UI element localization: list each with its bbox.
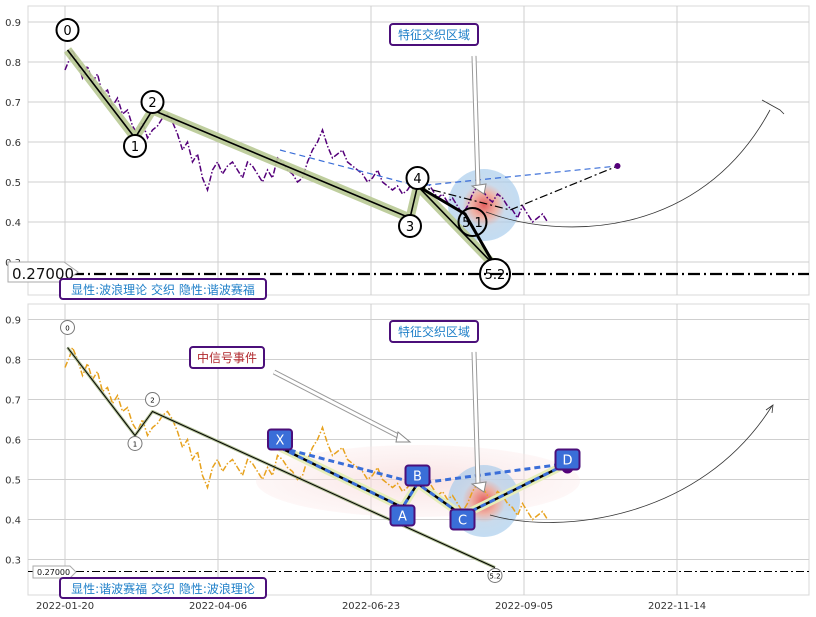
x-tick-labels: 2022-01-20 2022-04-06 2022-06-23 2022-09-05… [36,601,706,612]
bottom-caption-frame [59,577,267,599]
top-series-layer [63,47,621,270]
top-plot-frame [27,5,810,296]
bottom-caption-box: 显性:谐波赛福 交织 隐性:波浪理论 [59,577,267,599]
wave-label-circle [457,207,488,237]
top-y-tick-labels: 0.90.80.70.60.50.40.3 [5,18,21,269]
top-hline-tag: 0.27000 [7,261,79,283]
bottom-harmonic-labels: X A B C D [267,428,581,531]
y-tick-label: 0.7 [5,396,21,407]
bottom-annotation-box: 特征交织区域 [389,320,479,343]
top-caption-frame [59,278,267,300]
event-arrowhead [395,431,412,443]
harmonic-label-B: B [413,470,422,485]
wave-label-1: 1 [133,441,137,449]
bottom-wave-labels: 0 1 2 5.2 [60,320,503,583]
x-tick-label: 2022-01-20 [36,601,94,612]
event-label-box: 中信号事件 [189,346,265,369]
harmonic-label-X: X [276,434,285,449]
y-tick-label: 0.4 [5,218,21,229]
bottom-annotation-arrow-inner [472,351,480,485]
bottom-projection-tip [765,404,774,414]
bottom-caption-text: 显性:谐波赛福 交织 隐性:波浪理论 [71,581,255,596]
top-hline-tag-label: 0.27000 [12,265,74,283]
wave-label-0: 0 [63,24,71,39]
wave-line [66,49,496,267]
harmonic-label-box [267,428,293,451]
event-arrow-inner [273,370,403,440]
wave-label-circle [405,166,430,190]
bottom-hline-tag-label: 0.27000 [37,568,70,577]
top-projection-tip [761,99,785,115]
bottom-hline-tag-box [32,565,77,579]
top-annotation-frame [389,23,479,46]
wave-label-circle [55,18,80,42]
y-tick-label: 0.9 [5,18,21,29]
bottom-y-tick-labels: 0.9 0.8 0.7 0.6 0.5 0.4 0.3 [5,316,21,567]
wave-line [67,347,496,568]
harmonic-label-box [404,464,431,487]
top-projection-curve [485,109,771,228]
bottom-hline-tag: 0.27000 [32,565,77,579]
top-feature-zone [448,169,520,241]
bottom-panel: 0.9 0.8 0.7 0.6 0.5 0.4 0.3 2022-01-20 2022-04-… [5,303,810,612]
wave-label-2: 2 [150,397,154,405]
y-tick-label: 0.7 [5,98,21,109]
wave-label-circle [127,436,143,451]
wave-label-3: 3 [406,220,414,235]
y-tick-label: 0.3 [5,556,21,567]
harmonic-label-box [449,508,476,531]
wave-label-5.2: 5.2 [489,573,500,581]
pattern-line [416,184,497,267]
wave-label-1: 1 [131,140,139,155]
y-tick-label: 0.5 [5,178,21,189]
bottom-annotation-text: 特征交织区域 [398,324,470,339]
y-tick-label: 0.8 [5,356,21,367]
y-tick-label: 0.5 [5,476,21,487]
wave-label-5.2: 5.2 [485,268,506,283]
y-tick-label: 0.4 [5,516,21,527]
y-tick-label: 0.8 [5,58,21,69]
wave-label-circle [60,320,75,335]
harmonic-label-C: C [458,514,467,529]
bottom-annotation-frame [389,320,479,343]
top-annotation-text: 特征交织区域 [398,27,470,42]
y-tick-label: 0.6 [5,138,21,149]
top-annotation-box: 特征交织区域 [389,23,479,46]
wave-label-0: 0 [65,325,69,333]
wave-label-circle [140,90,165,114]
harmonic-label-box [554,448,581,471]
wave-label-2: 2 [148,96,156,111]
x-tick-label: 2022-11-14 [648,601,706,612]
wave-label-circle [398,214,422,238]
top-annotation-arrowhead [470,183,487,195]
wave-label-5.1: 5.1 [462,216,483,231]
y-tick-label: 0.9 [5,316,21,327]
bottom-projection-curve [489,405,773,523]
event-label-frame [189,346,265,369]
x-tick-label: 2022-09-05 [495,601,553,612]
wave-label-circle [123,134,147,158]
harmonic-label-box [389,504,416,527]
pattern-end-dot [614,163,621,169]
top-caption-text: 显性:波浪理论 交织 隐性:谐波赛福 [71,282,255,297]
top-annotation-arrow-inner [472,55,480,187]
harmonic-label-D: D [562,454,572,469]
x-tick-label: 2022-06-23 [342,601,400,612]
y-tick-label: 0.6 [5,436,21,447]
top-caption-box: 显性:波浪理论 交织 隐性:谐波赛福 [59,278,267,300]
x-tick-label: 2022-04-06 [189,601,247,612]
wave-label-4: 4 [413,172,421,187]
bottom-annotation-arrowhead [470,481,487,493]
wave-label-circle [145,392,160,407]
harmonic-label-A: A [398,510,407,525]
top-hline-tag-box [7,261,79,283]
event-label-text: 中信号事件 [197,350,257,365]
